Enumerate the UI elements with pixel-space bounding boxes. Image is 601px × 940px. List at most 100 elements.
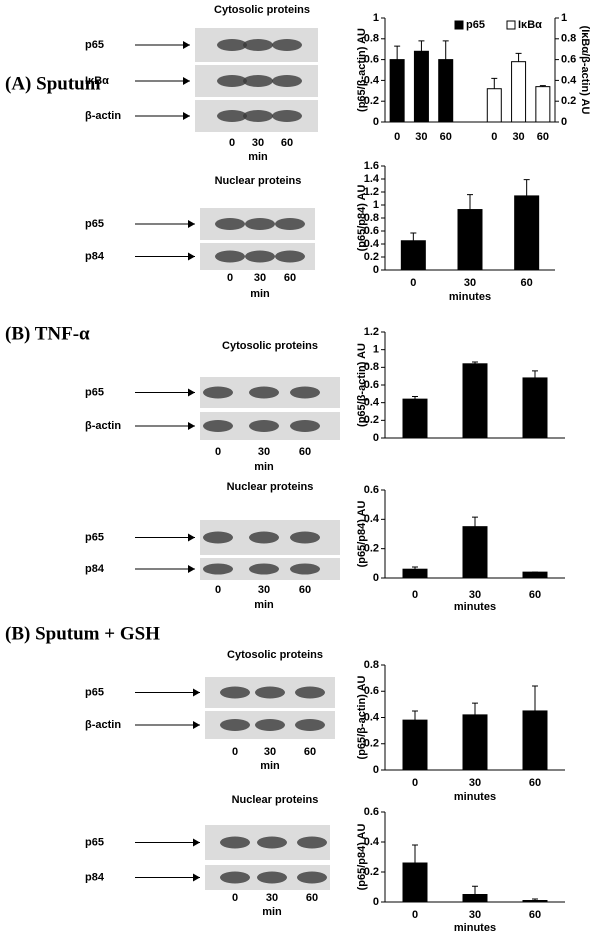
blot-title: Nuclear proteins xyxy=(227,481,314,493)
arrow-head xyxy=(188,252,195,261)
x-tick-label: 0 xyxy=(412,909,418,921)
bar xyxy=(514,195,540,271)
y-tick-label: 0.6 xyxy=(364,484,379,496)
error-bar xyxy=(472,516,478,527)
y-axis-label: (p65/p84) AU xyxy=(356,185,368,252)
blot-title: Cytosolic proteins xyxy=(222,340,318,352)
blot-band xyxy=(220,719,250,731)
legend-label: IκBα xyxy=(518,19,542,31)
blot-title: Nuclear proteins xyxy=(215,175,302,187)
y-tick-label: 1 xyxy=(373,199,379,211)
error-bar xyxy=(412,710,418,721)
x-tick-label: 60 xyxy=(521,277,533,289)
arrow-head xyxy=(193,688,200,697)
y2-tick-label: 1 xyxy=(561,12,567,24)
panel-label: (B) Sputum + GSH xyxy=(5,623,160,644)
error-bar xyxy=(491,77,498,89)
y-tick-label: 0.4 xyxy=(364,397,380,409)
error-bar xyxy=(515,52,522,62)
blot-band xyxy=(217,75,247,87)
y-tick-label: 0.4 xyxy=(364,836,380,848)
lane-label: 60 xyxy=(304,746,316,758)
y-tick-label: 0 xyxy=(373,896,379,908)
y-axis-label: (p65/p84) AU xyxy=(356,501,368,568)
x-tick-label: 30 xyxy=(415,131,427,143)
y-tick-label: 0 xyxy=(373,264,379,276)
blot-band xyxy=(297,836,327,849)
bar xyxy=(462,363,488,439)
y2-axis-label: (IκBα/β-actin) AU xyxy=(579,26,591,115)
lane-label: 0 xyxy=(232,892,238,904)
blot-band xyxy=(249,531,279,544)
blot-band xyxy=(215,218,245,230)
y2-tick-label: 0.4 xyxy=(561,74,577,86)
arrow-head xyxy=(193,721,200,729)
blot-band xyxy=(257,836,287,849)
arrow-head xyxy=(183,112,190,120)
y-tick-label: 0 xyxy=(373,116,379,128)
lane-label: 60 xyxy=(299,584,311,596)
blot-title: Cytosolic proteins xyxy=(214,4,310,16)
y-tick-label: 0 xyxy=(373,764,379,776)
y-tick-label: 0.2 xyxy=(364,414,379,426)
bar xyxy=(389,59,405,123)
bar xyxy=(522,377,548,439)
bar xyxy=(462,714,488,771)
x-tick-label: 0 xyxy=(410,277,416,289)
y-tick-label: 0.2 xyxy=(364,738,379,750)
bar xyxy=(462,526,488,579)
panel-label: (A) Sputum xyxy=(5,73,101,94)
lane-label: 30 xyxy=(266,892,278,904)
bar xyxy=(522,710,548,771)
band-label: β-actin xyxy=(85,420,121,432)
blot-band xyxy=(257,871,287,884)
x-tick-label: 0 xyxy=(491,131,497,143)
lane-label: 60 xyxy=(281,137,293,149)
y-tick-label: 0 xyxy=(373,432,379,444)
error-bar xyxy=(412,566,418,570)
blot-band xyxy=(220,871,250,884)
y-tick-label: 0.6 xyxy=(364,225,379,237)
blot-band xyxy=(220,686,250,699)
lane-label: 30 xyxy=(254,272,266,284)
y-tick-label: 0 xyxy=(373,572,379,584)
blot-band xyxy=(243,110,273,122)
y-tick-label: 0.2 xyxy=(364,95,379,107)
lane-unit: min xyxy=(250,288,270,300)
y-tick-label: 0.6 xyxy=(364,685,379,697)
x-tick-label: 30 xyxy=(512,131,524,143)
blot-band xyxy=(290,563,320,575)
lane-label: 30 xyxy=(264,746,276,758)
blot-band xyxy=(290,386,320,399)
bar xyxy=(522,900,548,903)
x-tick-label: 0 xyxy=(412,777,418,789)
y-axis-label: (p65/p84) AU xyxy=(356,824,368,891)
blot-band xyxy=(272,110,302,122)
blot-band xyxy=(217,39,247,51)
y-tick-label: 0.8 xyxy=(364,33,379,45)
y-tick-label: 0.4 xyxy=(364,513,380,525)
x-tick-label: 60 xyxy=(537,131,549,143)
legend-swatch xyxy=(506,20,516,30)
blot-title: Cytosolic proteins xyxy=(227,649,323,661)
y-axis-label: (p65/β-actin) AU xyxy=(356,675,368,759)
band-label: p65 xyxy=(85,386,104,398)
error-bar xyxy=(539,85,546,87)
y-tick-label: 0.8 xyxy=(364,212,379,224)
bar xyxy=(535,86,551,123)
lane-unit: min xyxy=(248,151,268,163)
bar xyxy=(402,398,428,439)
y-tick-label: 0.8 xyxy=(364,659,379,671)
y-tick-label: 1.2 xyxy=(364,186,379,198)
y2-tick-label: 0 xyxy=(561,116,567,128)
x-axis-label: minutes xyxy=(454,601,496,613)
panel-label: (B) TNF-α xyxy=(5,323,90,344)
x-tick-label: 0 xyxy=(394,131,400,143)
y-tick-label: 1.6 xyxy=(364,160,379,172)
bar xyxy=(438,59,454,123)
error-bar xyxy=(472,702,478,715)
lane-label: 60 xyxy=(284,272,296,284)
blot-band xyxy=(290,420,320,432)
bar xyxy=(462,894,488,903)
lane-unit: min xyxy=(254,461,274,473)
